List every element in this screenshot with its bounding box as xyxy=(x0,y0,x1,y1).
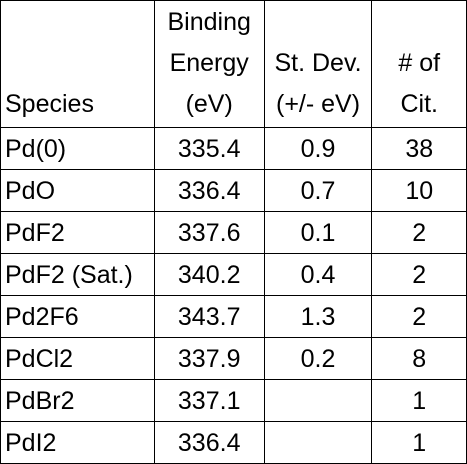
header-species-line: Species xyxy=(5,90,94,118)
table-row: PdBr2 337.1 1 xyxy=(0,379,467,422)
header-citations: # of Cit. xyxy=(371,0,467,128)
cell-citations: 2 xyxy=(371,295,467,338)
cell-binding-energy: 336.4 xyxy=(153,169,265,212)
cell-binding-energy: 340.2 xyxy=(153,253,265,296)
header-species: Species xyxy=(0,0,155,128)
header-std-dev: St. Dev. (+/- eV) xyxy=(263,0,373,128)
cell-species: PdF2 xyxy=(0,211,155,254)
cell-citations: 2 xyxy=(371,253,467,296)
cell-citations: 1 xyxy=(371,379,467,422)
cell-std-dev: 0.7 xyxy=(263,169,373,212)
cell-species: PdO xyxy=(0,169,155,212)
header-binding-energy: Binding Energy (eV) xyxy=(153,0,265,128)
cell-std-dev: 0.2 xyxy=(263,337,373,380)
cell-species: PdF2 (Sat.) xyxy=(0,253,155,296)
cell-std-dev: 0.4 xyxy=(263,253,373,296)
cell-binding-energy: 343.7 xyxy=(153,295,265,338)
table-row: PdO 336.4 0.7 10 xyxy=(0,169,467,212)
cell-citations: 10 xyxy=(371,169,467,212)
table-row: PdI2 336.4 1 xyxy=(0,421,467,464)
cell-binding-energy: 337.9 xyxy=(153,337,265,380)
table-row: PdF2 (Sat.) 340.2 0.4 2 xyxy=(0,253,467,296)
cell-species: PdCl2 xyxy=(0,337,155,380)
cell-std-dev: 0.1 xyxy=(263,211,373,254)
table-row: Pd(0) 335.4 0.9 38 xyxy=(0,127,467,170)
header-citations-line: # of xyxy=(398,49,441,77)
header-row: Species Binding Energy (eV) St. Dev. (+/… xyxy=(0,0,467,128)
table-row: PdF2 337.6 0.1 2 xyxy=(0,211,467,254)
cell-binding-energy: 337.6 xyxy=(153,211,265,254)
cell-citations: 38 xyxy=(371,127,467,170)
header-std-dev-line: (+/- eV) xyxy=(276,90,361,118)
cell-citations: 2 xyxy=(371,211,467,254)
header-binding-energy-line: Energy xyxy=(169,49,249,77)
cell-binding-energy: 335.4 xyxy=(153,127,265,170)
cell-std-dev xyxy=(263,421,373,464)
cell-species: PdI2 xyxy=(0,421,155,464)
cell-citations: 1 xyxy=(371,421,467,464)
cell-species: Pd2F6 xyxy=(0,295,155,338)
cell-species: Pd(0) xyxy=(0,127,155,170)
cell-binding-energy: 336.4 xyxy=(153,421,265,464)
cell-binding-energy: 337.1 xyxy=(153,379,265,422)
table-row: PdCl2 337.9 0.2 8 xyxy=(0,337,467,380)
cell-std-dev xyxy=(263,379,373,422)
cell-citations: 8 xyxy=(371,337,467,380)
cell-std-dev: 0.9 xyxy=(263,127,373,170)
header-citations-line: Cit. xyxy=(400,90,438,118)
cell-std-dev: 1.3 xyxy=(263,295,373,338)
header-binding-energy-line: (eV) xyxy=(185,90,233,118)
header-std-dev-line: St. Dev. xyxy=(274,49,362,77)
cell-species: PdBr2 xyxy=(0,379,155,422)
table-row: Pd2F6 343.7 1.3 2 xyxy=(0,295,467,338)
header-binding-energy-line: Binding xyxy=(167,8,251,36)
